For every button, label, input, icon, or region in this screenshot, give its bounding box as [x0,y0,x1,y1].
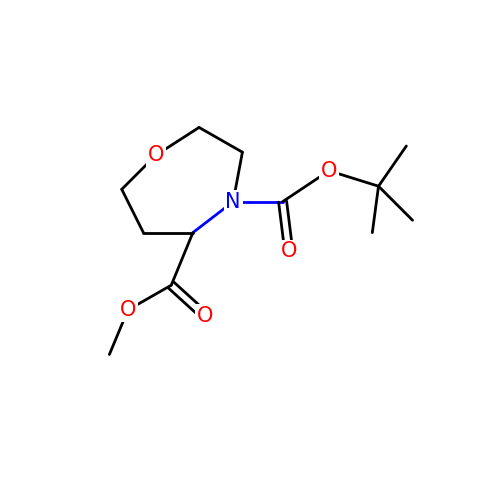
Text: N: N [225,192,241,212]
Text: O: O [120,300,136,320]
Text: O: O [148,145,164,165]
Text: O: O [321,161,337,181]
Text: O: O [281,241,297,261]
Text: O: O [197,306,214,326]
